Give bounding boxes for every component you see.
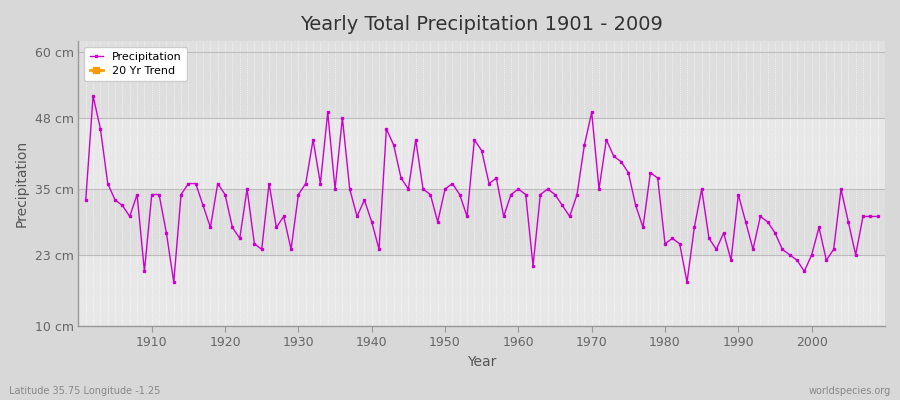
Title: Yearly Total Precipitation 1901 - 2009: Yearly Total Precipitation 1901 - 2009 — [301, 15, 663, 34]
Line: Precipitation: Precipitation — [85, 95, 878, 283]
Precipitation — [872, 214, 883, 219]
Bar — [78, 189, 885, 255]
X-axis label: Year: Year — [467, 355, 497, 369]
Bar — [78, 118, 885, 189]
Precipitation — [87, 94, 98, 98]
Precipitation — [359, 198, 370, 202]
Y-axis label: Precipitation: Precipitation — [15, 140, 29, 227]
Bar — [78, 255, 885, 326]
Text: Latitude 35.75 Longitude -1.25: Latitude 35.75 Longitude -1.25 — [9, 386, 160, 396]
Precipitation — [315, 181, 326, 186]
Bar — [78, 52, 885, 118]
Precipitation — [80, 198, 91, 202]
Precipitation — [527, 263, 538, 268]
Text: worldspecies.org: worldspecies.org — [809, 386, 891, 396]
Legend: Precipitation, 20 Yr Trend: Precipitation, 20 Yr Trend — [84, 47, 187, 81]
Precipitation — [520, 192, 531, 197]
Precipitation — [616, 159, 626, 164]
Precipitation — [168, 280, 179, 284]
Precipitation — [147, 192, 158, 197]
